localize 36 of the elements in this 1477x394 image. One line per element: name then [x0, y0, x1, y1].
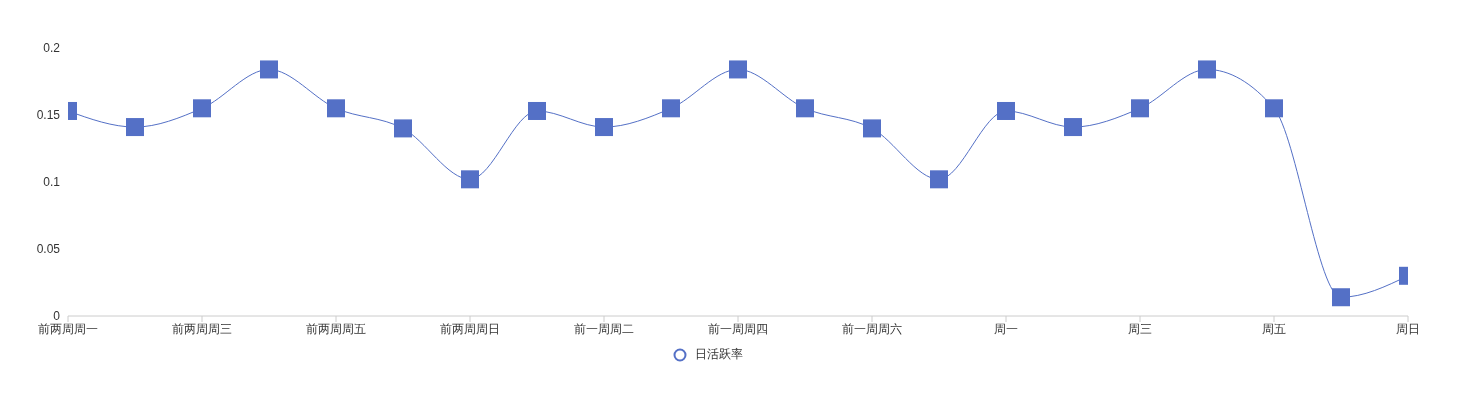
- point: [1265, 99, 1283, 118]
- point: [1332, 288, 1350, 307]
- point: [1131, 99, 1149, 118]
- y-tick-label: 0.1: [43, 175, 61, 190]
- y-tick-label: 0.2: [43, 41, 61, 56]
- x-tick-label: 前两周周五: [306, 321, 366, 336]
- x-tick-label: 前一周周四: [708, 321, 768, 336]
- point: [796, 99, 814, 118]
- point: [1198, 60, 1216, 79]
- y-tick-label: 0.05: [36, 242, 61, 257]
- x-tick-label: 前两周周日: [440, 321, 500, 336]
- point: [394, 119, 412, 138]
- y-tick-label: 0: [53, 309, 61, 324]
- point: [595, 118, 613, 137]
- point: [662, 99, 680, 118]
- x-tick-label: 周一: [994, 321, 1018, 336]
- point: [930, 170, 948, 189]
- point: [327, 99, 345, 118]
- x-tick-label: 周日: [1396, 321, 1420, 336]
- point: [528, 101, 546, 120]
- point: [193, 99, 211, 118]
- point: [729, 60, 747, 79]
- point: [863, 119, 881, 138]
- legend-label: 日活跃率: [695, 346, 743, 363]
- x-tick-label: 前两周周一: [38, 321, 98, 336]
- point: [260, 60, 278, 79]
- x-tick-label: 周五: [1262, 321, 1286, 336]
- x-tick-label: 前一周周二: [574, 321, 634, 336]
- x-tick-label: 前一周周六: [842, 321, 902, 336]
- y-tick-label: 0.15: [36, 108, 61, 123]
- x-tick-label: 周三: [1128, 321, 1152, 336]
- point: [997, 101, 1015, 120]
- point: [461, 170, 479, 189]
- x-tick-label: 前两周周三: [172, 321, 232, 336]
- point: [126, 118, 144, 137]
- point: [1064, 118, 1082, 137]
